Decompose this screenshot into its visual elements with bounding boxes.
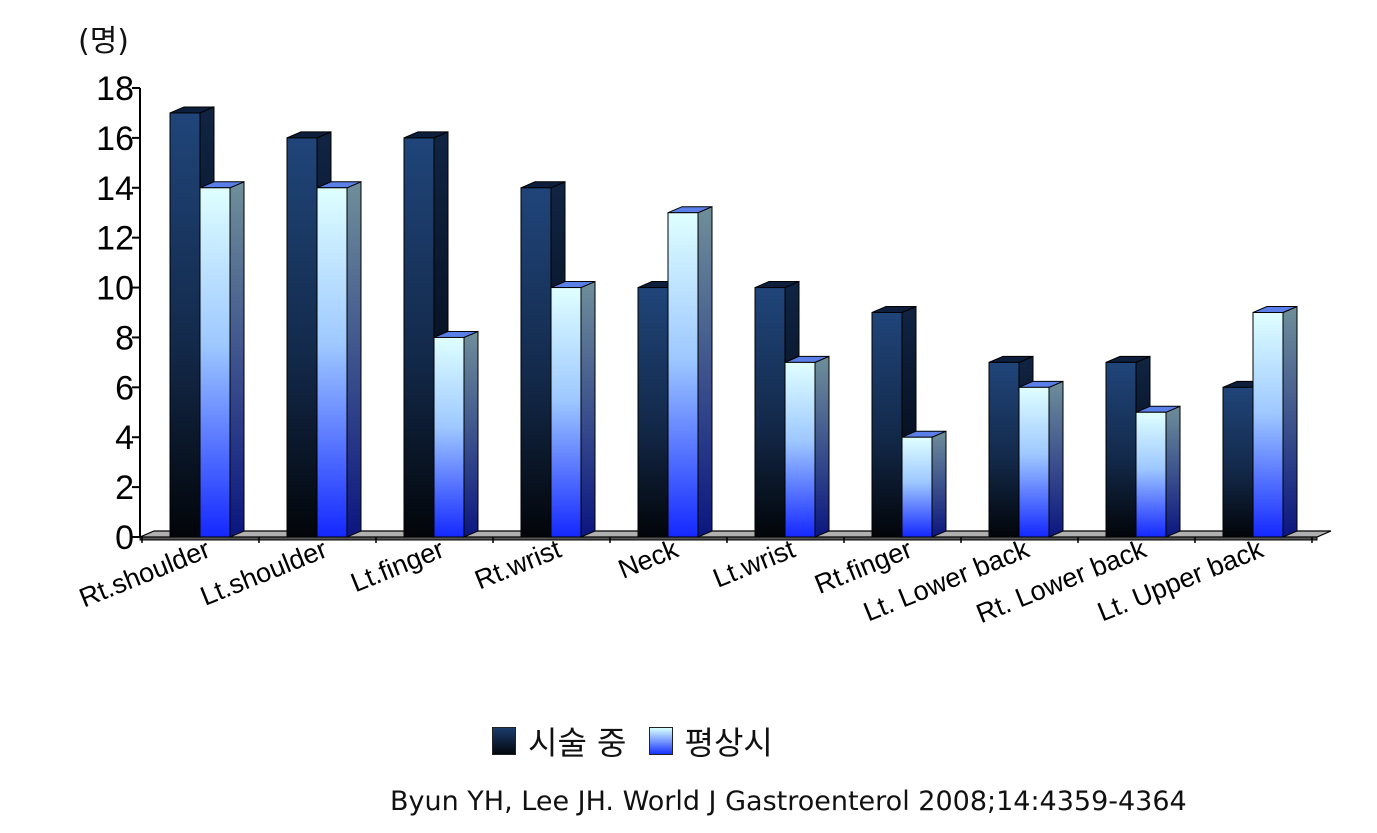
x-category-label: Rt.wrist (471, 534, 566, 596)
y-tick-label: 6 (115, 369, 134, 407)
y-tick-label: 4 (115, 419, 134, 457)
legend-item-usual: 평상시 (648, 718, 773, 764)
bar-usual-4 (667, 205, 713, 538)
bar-front (667, 212, 699, 538)
bar-front (988, 361, 1020, 538)
bar-front (403, 137, 435, 538)
legend-label-usual: 평상시 (684, 724, 773, 762)
bar-front (1135, 411, 1167, 538)
y-tick-label: 8 (115, 319, 134, 357)
bar-front (199, 187, 231, 538)
bar-front (1105, 361, 1137, 538)
x-category-label: Lt.finger (347, 534, 449, 598)
x-category-label: Lt.shoulder (196, 534, 331, 612)
bar-side (1165, 405, 1181, 538)
bar-usual-8 (1135, 405, 1181, 538)
y-tick-label: 10 (96, 270, 134, 308)
bar-front (1018, 386, 1050, 538)
bar-side (814, 355, 830, 538)
bar-usual-1 (316, 181, 362, 538)
legend: 시술 중 평상시 (492, 718, 795, 764)
bar-front (1222, 386, 1254, 538)
bar-front (286, 137, 318, 538)
legend-label-during-procedure: 시술 중 (528, 724, 627, 762)
bar-front (520, 187, 552, 538)
bar-usual-6 (901, 430, 947, 538)
y-tick-label: 0 (115, 519, 134, 557)
bar-during-procedure-8 (1105, 355, 1151, 538)
bar-front (901, 436, 933, 538)
y-tick-label: 12 (96, 220, 134, 258)
bar-side (580, 280, 596, 538)
bar-side (1048, 380, 1064, 538)
bar-front (871, 312, 903, 538)
y-axis-label: (명) (78, 24, 130, 59)
bar-usual-0 (199, 181, 245, 538)
bar-side (463, 330, 479, 538)
source-citation: Byun YH, Lee JH. World J Gastroenterol 2… (390, 786, 1187, 817)
bar-usual-2 (433, 330, 479, 538)
bar-front (1252, 312, 1284, 538)
bar-front (754, 287, 786, 538)
legend-swatch-during-procedure (492, 727, 516, 755)
legend-swatch-usual (648, 727, 673, 755)
bar-front (169, 112, 201, 538)
x-category-label: Rt.shoulder (75, 534, 214, 614)
bar-front (550, 287, 582, 538)
bar-usual-9 (1252, 305, 1298, 538)
bar-usual-5 (784, 355, 830, 538)
bar-side (346, 181, 362, 538)
bar-front (784, 361, 816, 538)
y-tick-label: 2 (115, 469, 134, 507)
y-tick-label: 14 (96, 170, 134, 208)
y-tick-label: 16 (96, 120, 134, 158)
legend-item-during-procedure: 시술 중 (492, 718, 627, 764)
x-category-label: Lt.wrist (709, 534, 800, 594)
bar-usual-7 (1018, 380, 1064, 538)
bar-side (697, 205, 713, 538)
bar-front (637, 287, 669, 538)
bar-side (1282, 305, 1298, 538)
bar-usual-3 (550, 280, 596, 538)
bar-front (316, 187, 348, 538)
bar-front (433, 336, 465, 538)
x-category-label: Neck (614, 534, 683, 585)
bar-side (229, 181, 245, 538)
bar-side (931, 430, 947, 538)
y-tick-label: 18 (96, 70, 134, 108)
